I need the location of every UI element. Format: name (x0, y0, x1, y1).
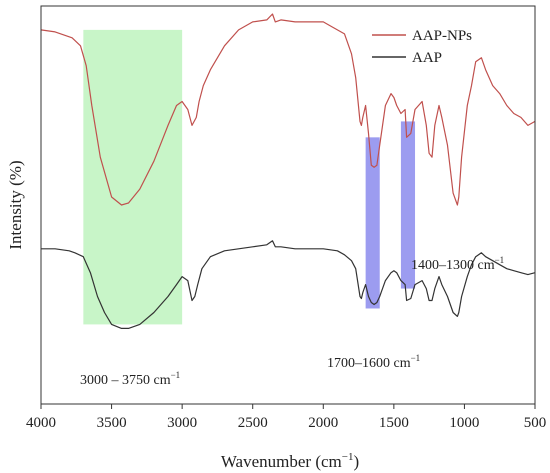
series-line-aap (41, 240, 536, 329)
x-tick-label-3000: 3000 (167, 415, 197, 431)
annotation-band-oh-text: 3000 – 3750 cm (80, 373, 171, 388)
series-line-aap-nps (40, 13, 536, 206)
x-axis-label-sup: −1 (342, 451, 354, 463)
x-axis-ticks: 4000 3500 3000 2500 2000 1500 1000 500 (26, 404, 546, 431)
highlight-band-0 (83, 29, 183, 325)
annotation-band-oh-sup: −1 (171, 370, 181, 380)
annotation-band-1700: 1700–1600 cm−1 (327, 353, 420, 371)
y-axis-label: Intensity (%) (6, 160, 25, 249)
x-axis-label-main: Wavenumber (cm (221, 452, 342, 471)
x-tick-label-2000: 2000 (308, 415, 338, 431)
annotation-band-oh: 3000 – 3750 cm−1 (80, 370, 180, 388)
annotation-band-1400-text: 1400–1300 cm (411, 258, 495, 273)
x-axis-label-close: ) (353, 452, 359, 471)
x-tick-label-1500: 1500 (379, 415, 409, 431)
highlight-band-2 (400, 121, 416, 289)
annotation-band-1400-sup: −1 (495, 255, 505, 265)
x-tick-label-1000: 1000 (449, 415, 479, 431)
highlight-bands (83, 29, 416, 325)
x-tick-label-4000: 4000 (26, 415, 56, 431)
x-tick-label-2500: 2500 (238, 415, 268, 431)
annotation-band-1400: 1400–1300 cm−1 (411, 255, 504, 273)
highlight-band-1 (365, 137, 380, 309)
x-tick-label-3500: 3500 (97, 415, 127, 431)
series-lines (40, 13, 536, 329)
annotation-band-1700-text: 1700–1600 cm (327, 356, 411, 371)
legend-label-aap-nps: AAP-NPs (412, 28, 472, 44)
legend: AAP-NPs AAP (372, 28, 472, 66)
x-tick-label-500: 500 (524, 415, 547, 431)
annotation-band-1700-sup: −1 (411, 353, 421, 363)
legend-label-aap: AAP (412, 50, 442, 66)
plot-frame (40, 5, 536, 405)
x-axis-label: Wavenumber (cm−1) (221, 451, 359, 471)
